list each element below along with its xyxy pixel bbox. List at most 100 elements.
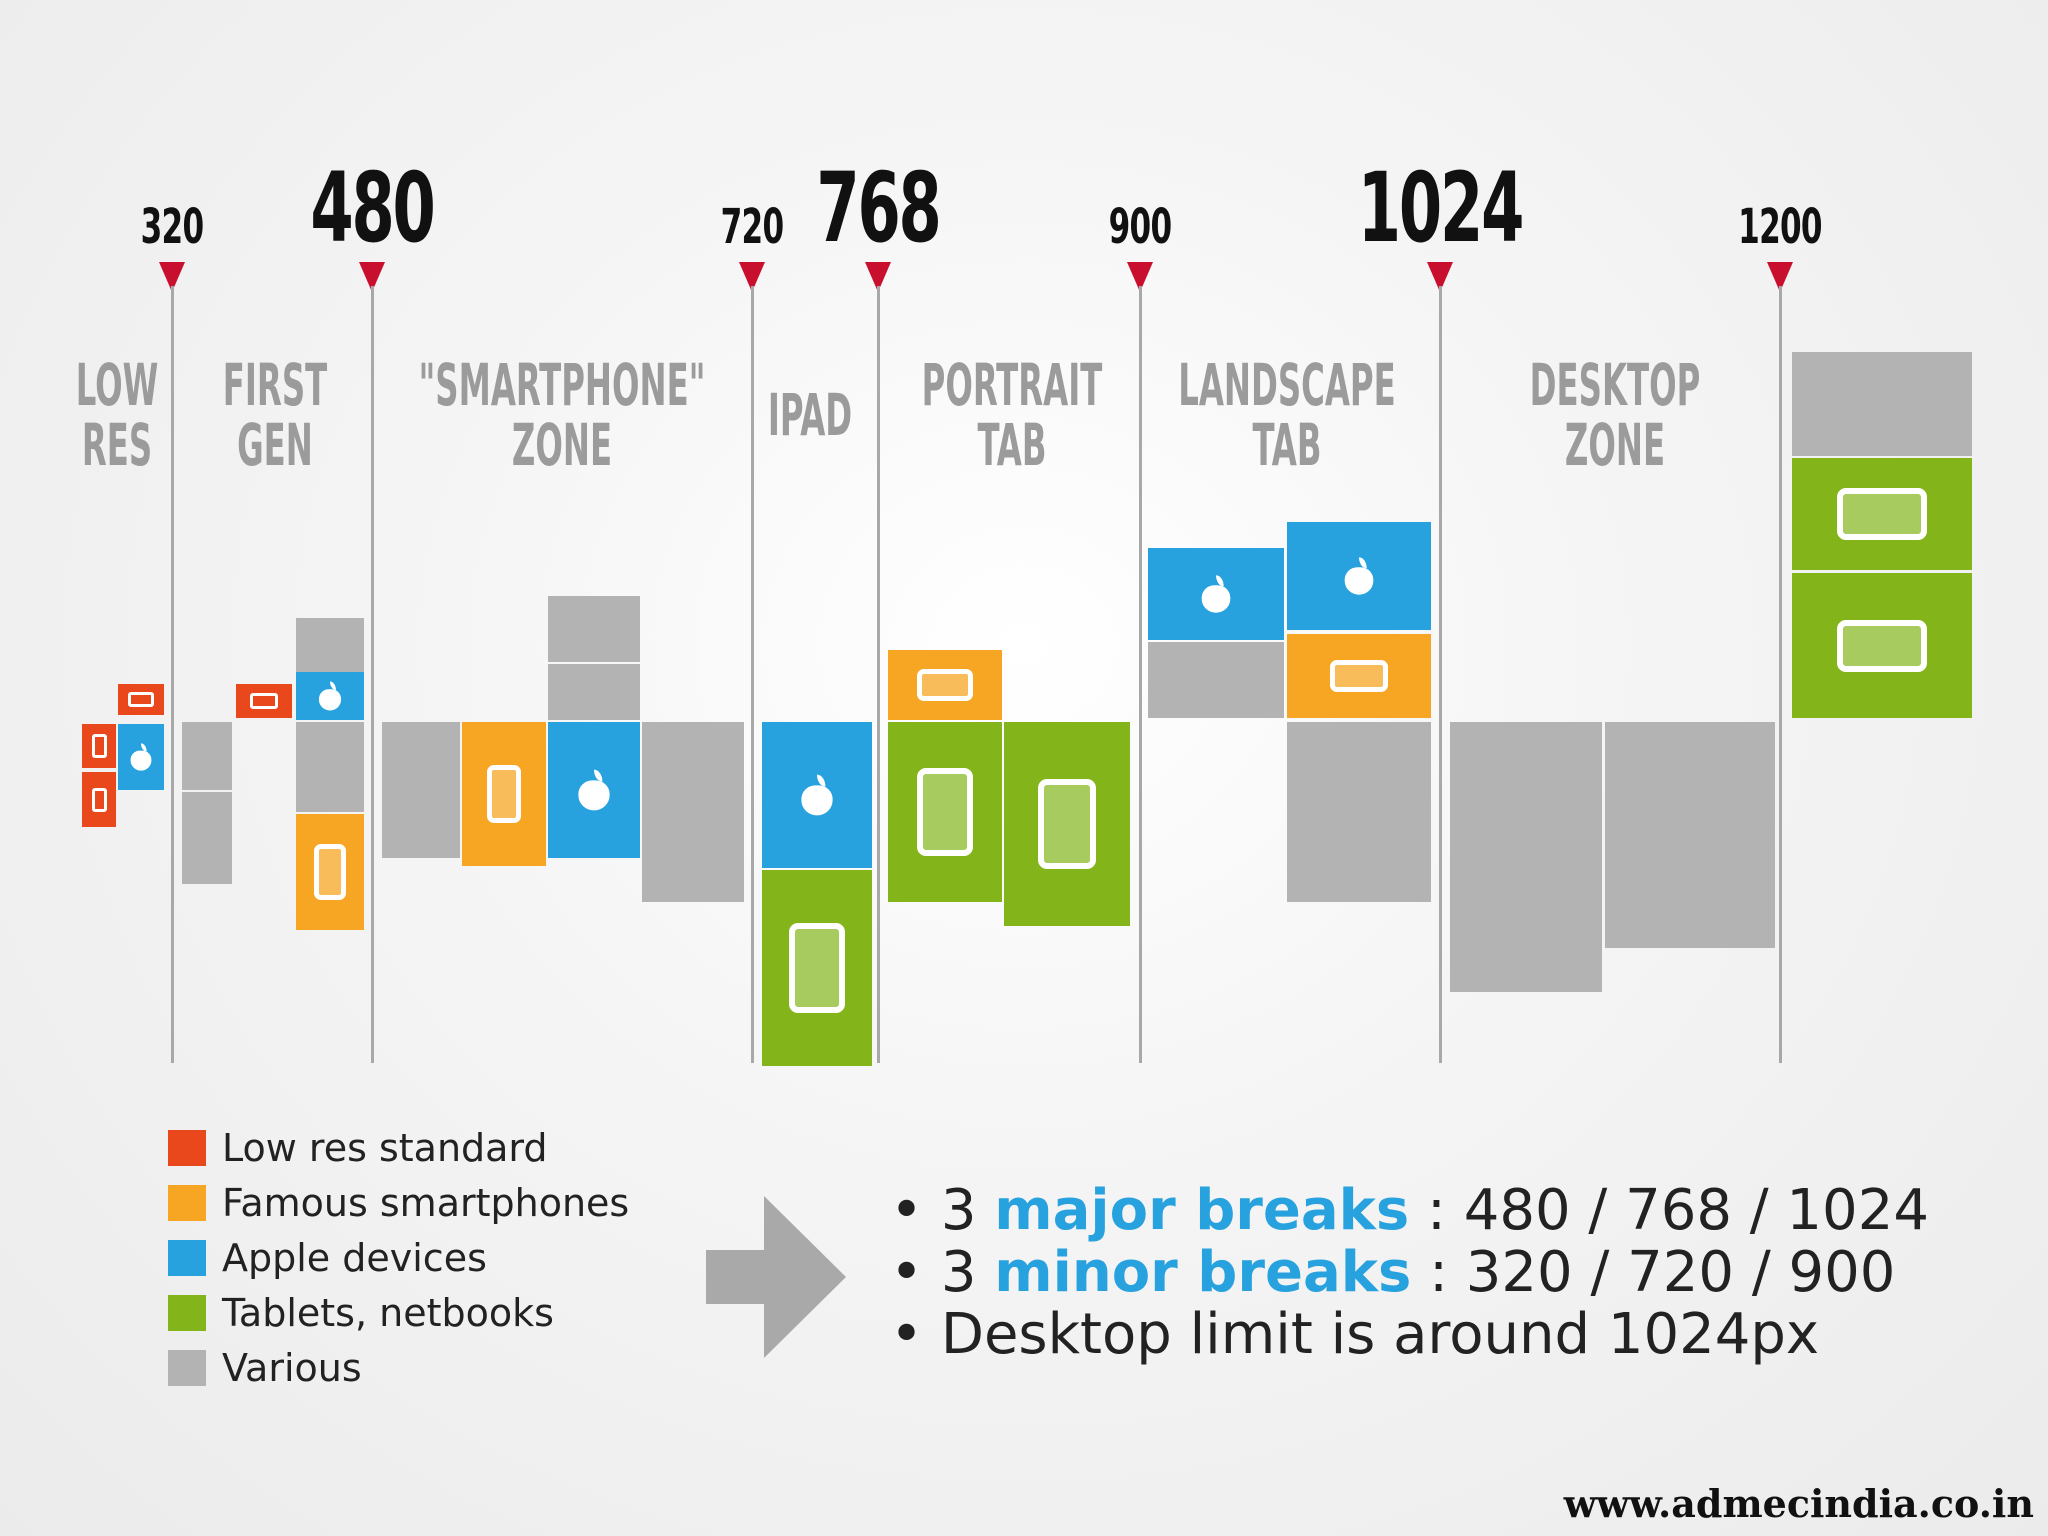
device-block-low-res (82, 772, 116, 827)
device-block-various (1287, 722, 1431, 902)
device-block-smartphone (1287, 634, 1431, 718)
breakpoint-line (750, 286, 754, 1063)
apple-icon (1343, 557, 1376, 595)
legend-item-smartphones: Famous smartphones (168, 1175, 629, 1230)
zone-title-first-gen: FIRST GEN (222, 351, 328, 479)
legend-item-low-res: Low res standard (168, 1120, 629, 1175)
breakpoint-label: 1024 (1357, 152, 1525, 264)
note-highlight: minor breaks (994, 1240, 1412, 1305)
breakpoint-label: 768 (816, 152, 941, 264)
device-block-various (296, 722, 364, 812)
phone-landscape-icon (250, 693, 278, 709)
zone-title-ipad: IPAD (767, 381, 853, 449)
breakpoint-label: 480 (310, 152, 435, 264)
device-block-various (1450, 722, 1602, 992)
breakpoint-line (370, 286, 374, 1063)
legend-swatch (168, 1129, 206, 1166)
device-block-various (1148, 642, 1284, 718)
device-block-apple (1287, 522, 1431, 630)
bullet: • (890, 1240, 924, 1305)
note-highlight: major breaks (994, 1178, 1410, 1243)
legend-swatch (168, 1349, 206, 1386)
tablet-icon (917, 768, 973, 856)
tablet-landscape-icon (1837, 488, 1927, 540)
device-block-smartphone (888, 650, 1002, 720)
device-block-various (1792, 352, 1972, 456)
apple-icon (317, 681, 343, 711)
legend-swatch (168, 1239, 206, 1276)
phone-icon (91, 787, 107, 812)
bullet: • (890, 1178, 924, 1243)
tablet-icon (1038, 779, 1096, 869)
breakpoint-line (876, 286, 880, 1063)
device-block-tablet (1004, 722, 1130, 926)
breakpoint-line (1438, 286, 1442, 1063)
apple-icon (799, 774, 835, 816)
breakpoint-label: 320 (140, 199, 204, 255)
device-block-apple (296, 672, 364, 720)
device-block-low-res (236, 684, 292, 718)
breakpoint-label: 720 (720, 199, 784, 255)
phone-landscape-icon (917, 669, 973, 701)
apple-icon (576, 769, 612, 811)
device-block-various (548, 596, 640, 662)
note-major-breaks: • 3 major breaks : 480 / 768 / 1024 (890, 1180, 1929, 1242)
breakpoint-line (170, 286, 174, 1063)
apple-icon (1200, 575, 1233, 613)
device-block-apple (548, 722, 640, 858)
tablet-icon (789, 923, 845, 1013)
note-values: : 320 / 720 / 900 (1411, 1240, 1896, 1305)
device-block-apple (1148, 548, 1284, 640)
note-values: : 480 / 768 / 1024 (1409, 1178, 1929, 1243)
legend-label: Low res standard (222, 1125, 548, 1170)
device-block-tablet (888, 722, 1002, 902)
legend: Low res standard Famous smartphones Appl… (168, 1120, 629, 1395)
zone-title-low-res: LOW RES (75, 351, 159, 479)
device-block-various (296, 618, 364, 672)
zone-title-portrait-tab: PORTRAIT TAB (921, 351, 1103, 479)
breakpoint-line (1138, 286, 1142, 1063)
device-block-tablet (1792, 458, 1972, 570)
legend-label: Famous smartphones (222, 1180, 630, 1225)
breakpoint-label: 900 (1108, 199, 1172, 255)
device-block-apple (762, 722, 872, 868)
bullet: • (890, 1302, 924, 1367)
zone-title-desktop: DESKTOP ZONE (1529, 351, 1701, 479)
legend-item-various: Various (168, 1340, 629, 1395)
summary-notes: • 3 major breaks : 480 / 768 / 1024 • 3 … (890, 1180, 1929, 1366)
note-minor-breaks: • 3 minor breaks : 320 / 720 / 900 (890, 1242, 1929, 1304)
device-block-various (1605, 722, 1775, 948)
device-block-smartphone (462, 722, 546, 866)
apple-icon (129, 743, 153, 771)
legend-label: Various (222, 1345, 362, 1390)
phone-icon (91, 734, 107, 758)
zone-title-smartphone: "SMARTPHONE" ZONE (418, 351, 706, 479)
device-block-various (182, 722, 232, 790)
device-block-various (548, 664, 640, 720)
legend-swatch (168, 1184, 206, 1221)
legend-item-apple: Apple devices (168, 1230, 629, 1285)
device-block-apple (118, 724, 164, 790)
device-block-various (642, 722, 744, 902)
device-block-tablet (762, 870, 872, 1066)
breakpoint-line (1778, 286, 1782, 1063)
legend-swatch (168, 1294, 206, 1331)
device-block-various (382, 722, 460, 858)
note-text: Desktop limit is around 1024px (940, 1302, 1820, 1367)
breakpoint-label: 1200 (1738, 199, 1822, 255)
device-block-tablet (1792, 573, 1972, 718)
device-block-smartphone (296, 814, 364, 930)
arrow-right-icon (706, 1196, 846, 1358)
website-url: www.admecindia.co.in (1563, 1481, 2034, 1526)
device-block-various (182, 792, 232, 884)
zone-title-landscape-tab: LANDSCAPE TAB (1178, 351, 1396, 479)
phone-icon (487, 765, 521, 823)
note-prefix: 3 (940, 1240, 995, 1305)
phone-landscape-icon (128, 692, 154, 707)
device-block-low-res (82, 724, 116, 768)
tablet-landscape-icon (1837, 619, 1927, 672)
legend-item-tablets: Tablets, netbooks (168, 1285, 629, 1340)
device-block-low-res (118, 684, 164, 715)
phone-landscape-icon (1330, 660, 1388, 692)
phone-icon (314, 844, 346, 900)
